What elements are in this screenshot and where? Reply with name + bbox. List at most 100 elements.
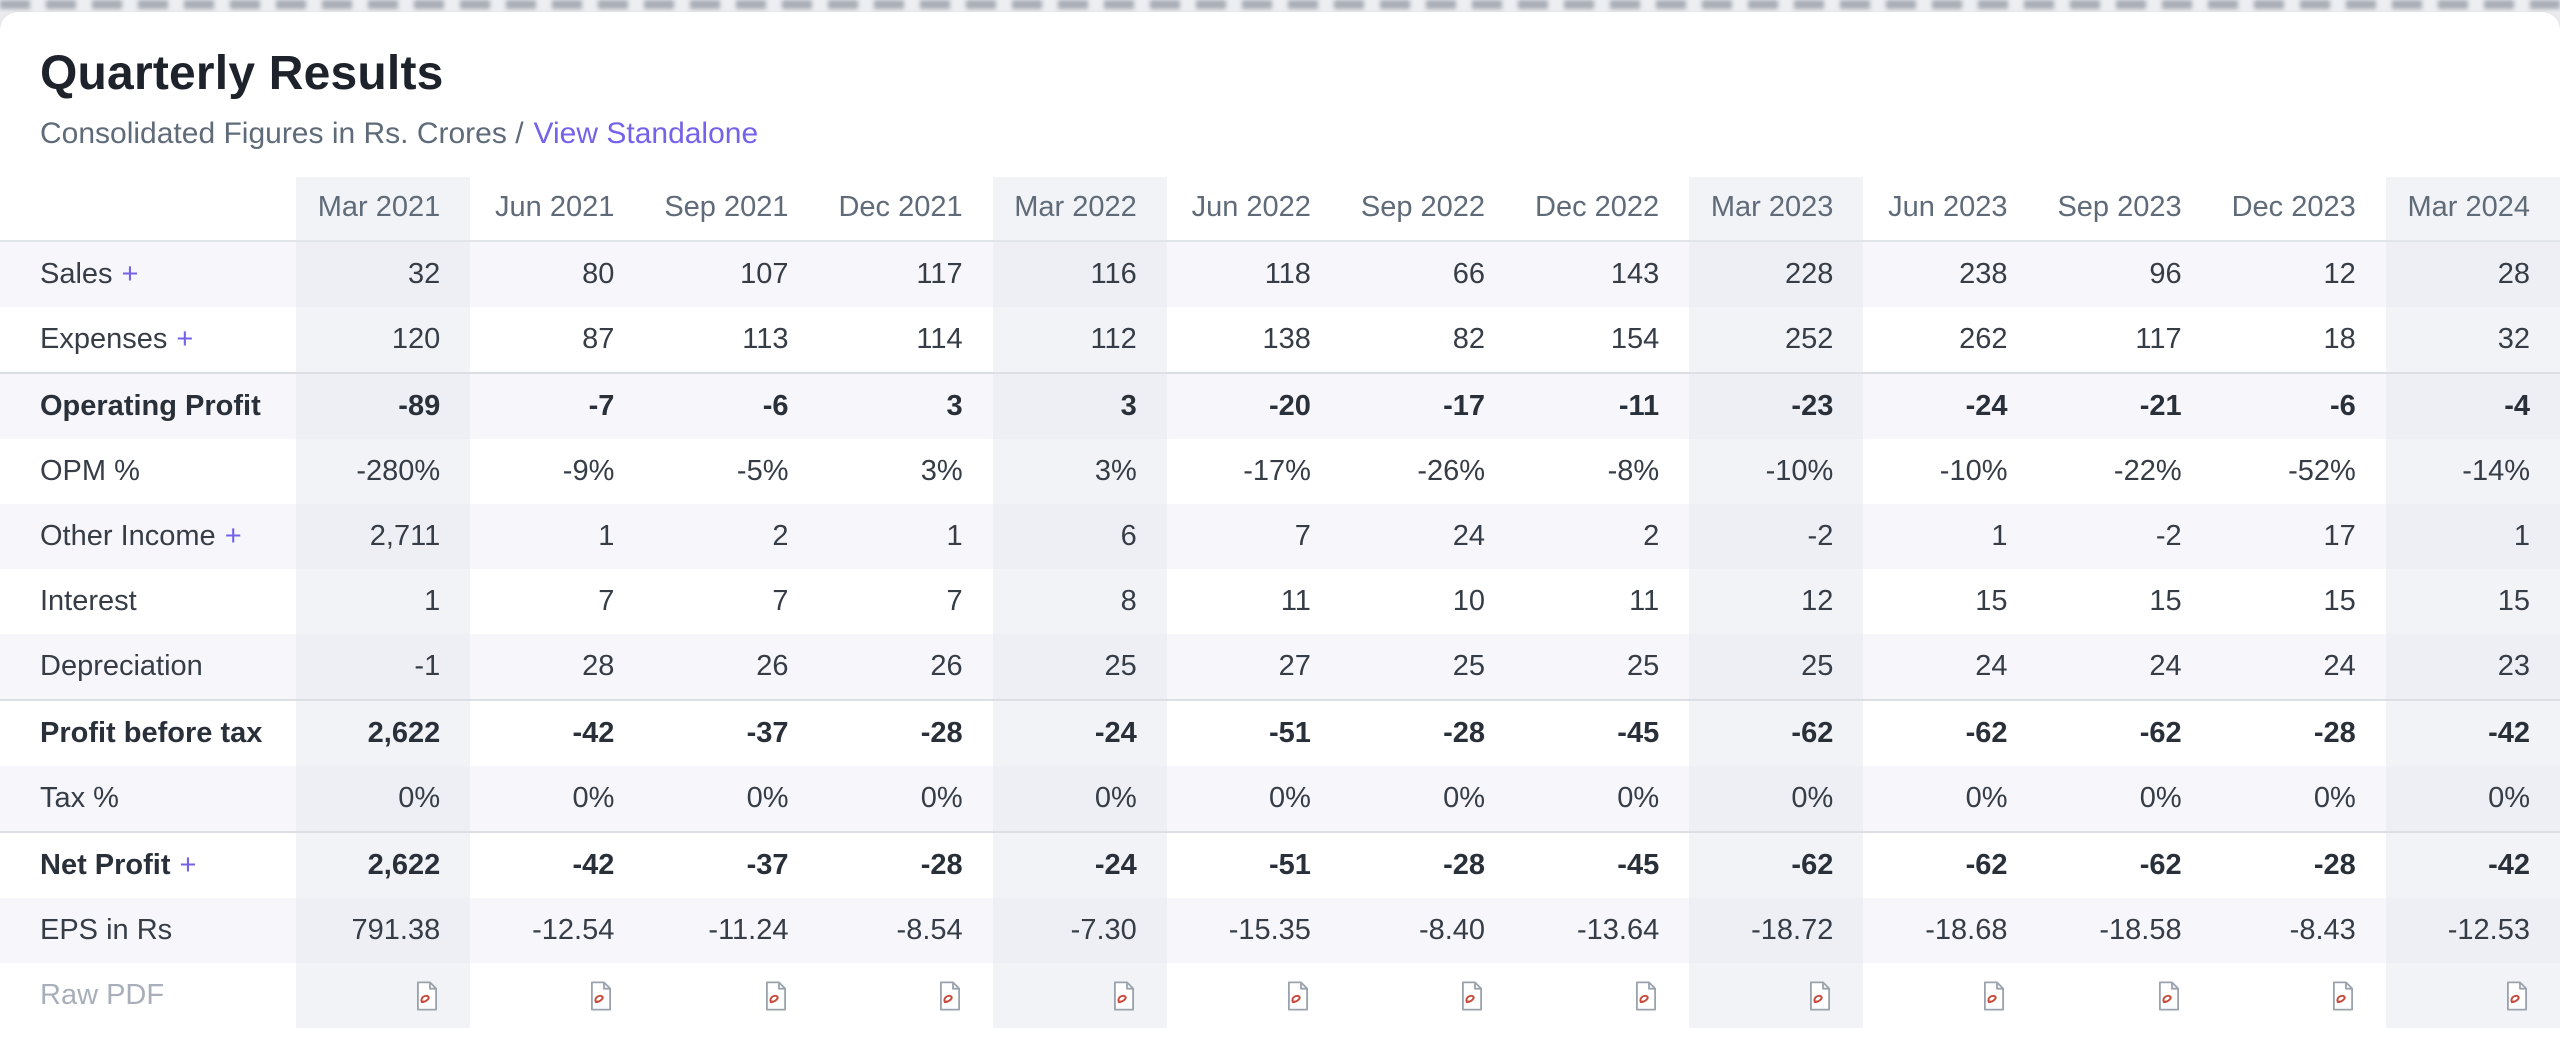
cell-raw-pdf-mar-2022[interactable] [992,963,1167,1029]
cell-profit-before-tax-sep-2021: -37 [746,717,789,750]
cell-expenses-dec-2023: 18 [2323,323,2356,356]
cell-opm-mar-2021: -280% [296,439,471,505]
cell-expenses-mar-2021: 120 [296,307,471,374]
row-opm: OPM % -280% -9% -5% 3% 3% -17% -26% -8% -10% -10% -… [0,439,2560,505]
cell-operating-profit-jun-2023: -24 [1965,390,2008,423]
cell-profit-before-tax-jun-2022: -51 [1269,717,1311,750]
pdf-file-icon[interactable] [1459,980,1485,1012]
cell-sales-jun-2022: 118 [1264,258,1311,291]
cell-tax-mar-2023: 0% [1689,766,1864,833]
cell-raw-pdf-sep-2021[interactable] [644,963,818,1028]
subtitle-text: Consolidated Figures in Rs. Crores / [40,117,524,151]
cell-interest-dec-2022: 11 [1629,585,1660,618]
cell-tax-mar-2021: 0% [296,766,471,833]
pdf-file-icon[interactable] [1111,980,1137,1012]
column-header-dec-2022: Dec 2022 [1515,177,1690,243]
expand-net-profit-button[interactable]: + [179,849,197,882]
cell-raw-pdf-dec-2023[interactable] [2212,963,2386,1028]
cell-net-profit-mar-2022: -24 [992,832,1167,899]
row-label-net-profit: Net Profit + [40,849,197,882]
cell-tax-sep-2021: 0% [746,782,789,815]
cell-profit-before-tax-mar-2024: -42 [2385,700,2560,767]
cell-raw-pdf-sep-2022[interactable] [1341,963,1515,1028]
pdf-file-icon[interactable] [1807,980,1833,1012]
pdf-file-icon[interactable] [763,980,789,1012]
pdf-file-icon[interactable] [2156,980,2182,1012]
cell-net-profit-jun-2022: -51 [1269,849,1311,882]
cell-opm-dec-2021: 3% [920,455,963,488]
cell-other-income-dec-2022: 2 [1643,520,1660,553]
column-header-dec-2021: Dec 2021 [818,177,993,243]
column-header-mar-2022: Mar 2022 [992,177,1167,243]
cell-interest-jun-2023: 15 [1975,585,2008,618]
cell-raw-pdf-mar-2024[interactable] [2385,963,2560,1029]
cell-eps-in-rs-sep-2022: -8.40 [1418,914,1486,947]
pdf-file-icon[interactable] [1633,980,1659,1012]
cell-net-profit-mar-2021: 2,622 [296,832,471,899]
row-label-expenses: Expenses + [40,323,194,356]
pdf-file-icon[interactable] [414,980,440,1012]
row-label-depreciation: Depreciation [40,650,203,683]
cell-expenses-sep-2022: 82 [1452,323,1486,356]
cell-opm-dec-2023: -52% [2288,455,2356,488]
row-label-operating-profit: Operating Profit [40,390,261,423]
row-expenses: Expenses + 120 87 113 114 112 138 82 154 252 262 117… [0,307,2560,374]
cell-opm-sep-2021: -5% [736,455,789,488]
cell-sales-mar-2022: 116 [992,241,1167,308]
cell-eps-in-rs-jun-2022: -15.35 [1228,914,1311,947]
cell-depreciation-mar-2022: 25 [992,634,1167,701]
cell-depreciation-dec-2023: 24 [2323,650,2356,683]
column-header-mar-2024: Mar 2024 [2385,177,2560,243]
pdf-file-icon[interactable] [2504,980,2530,1012]
cell-depreciation-dec-2022: 25 [1626,650,1660,683]
cell-eps-in-rs-mar-2023: -18.72 [1689,898,1864,964]
cell-raw-pdf-sep-2023[interactable] [2037,963,2211,1028]
column-header-sep-2023: Sep 2023 [2037,177,2212,243]
view-standalone-link[interactable]: View Standalone [533,117,759,151]
cell-other-income-mar-2022: 6 [992,504,1167,570]
column-header-sep-2022: Sep 2022 [1340,177,1516,243]
cell-eps-in-rs-sep-2021: -11.24 [708,914,789,947]
cell-opm-sep-2022: -26% [1417,455,1486,488]
expand-other-income-button[interactable]: + [224,520,242,553]
row-net-profit: Net Profit + 2,622 -42 -37 -28 -24 -51 -28 -45 -62… [0,832,2560,899]
cell-depreciation-sep-2022: 25 [1452,650,1486,683]
expand-sales-button[interactable]: + [121,258,139,291]
pdf-file-icon[interactable] [1981,980,2007,1012]
cell-net-profit-mar-2023: -62 [1689,832,1864,899]
expand-expenses-button[interactable]: + [176,323,194,356]
pdf-file-icon[interactable] [2330,980,2356,1012]
cell-tax-dec-2023: 0% [2313,782,2356,815]
cell-eps-in-rs-jun-2021: -12.54 [532,914,615,947]
pdf-file-icon[interactable] [588,980,614,1012]
cell-raw-pdf-mar-2021[interactable] [296,963,471,1029]
cell-tax-sep-2022: 0% [1443,782,1486,815]
cell-expenses-sep-2021: 113 [742,323,789,356]
cell-raw-pdf-dec-2021[interactable] [819,963,993,1028]
pdf-file-icon[interactable] [937,980,963,1012]
cropped-content-residue [0,0,2560,9]
cell-depreciation-jun-2022: 27 [1278,650,1311,683]
cell-operating-profit-jun-2022: -20 [1269,390,1311,423]
cell-raw-pdf-mar-2023[interactable] [1689,963,1864,1029]
cell-raw-pdf-jun-2022[interactable] [1167,963,1341,1028]
cell-raw-pdf-dec-2022[interactable] [1515,963,1689,1028]
cell-net-profit-jun-2023: -62 [1965,849,2008,882]
cell-raw-pdf-jun-2023[interactable] [1863,963,2037,1028]
cell-eps-in-rs-mar-2024: -12.53 [2385,898,2560,964]
cell-depreciation-mar-2021: -1 [296,634,471,701]
cell-interest-mar-2023: 12 [1689,569,1864,635]
cell-opm-sep-2023: -22% [2113,455,2182,488]
cell-opm-dec-2022: -8% [1607,455,1660,488]
cell-operating-profit-sep-2023: -21 [2139,390,2182,423]
cell-eps-in-rs-dec-2023: -8.43 [2289,914,2356,947]
pdf-file-icon[interactable] [1285,980,1311,1012]
cell-profit-before-tax-sep-2022: -28 [1443,717,1486,750]
row-label-opm: OPM % [40,455,140,488]
cell-raw-pdf-jun-2021[interactable] [470,963,644,1028]
cell-other-income-jun-2023: 1 [1991,520,2008,553]
cell-sales-sep-2023: 96 [2149,258,2182,291]
row-label-tax: Tax % [40,782,119,815]
cell-interest-sep-2022: 10 [1452,585,1486,618]
cell-sales-mar-2023: 228 [1689,241,1864,308]
